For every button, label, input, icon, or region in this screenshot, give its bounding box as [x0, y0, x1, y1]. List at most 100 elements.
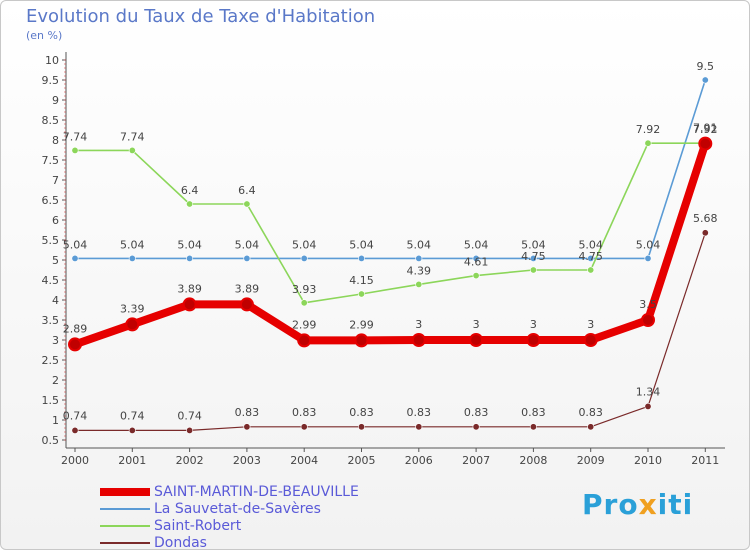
data-point [68, 337, 82, 352]
y-tick-label: 3 [52, 334, 59, 347]
data-label: 5.04 [349, 238, 374, 251]
data-label: 0.83 [578, 406, 603, 419]
data-label: 0.83 [235, 406, 260, 419]
data-point [644, 139, 652, 147]
chart-title: Evolution du Taux de Taxe d'Habitation [26, 6, 376, 27]
data-point [186, 200, 194, 208]
data-point [125, 317, 140, 332]
x-tick-label: 2000 [61, 454, 89, 467]
axes: 0.5 1 1.5 2 2.5 3 3.5 4 4.5 5 5.5 6 6.5 7 7.5 8 8.5 9 9.5 1… [42, 52, 725, 467]
data-point [354, 333, 369, 348]
data-point [128, 254, 136, 262]
data-point [472, 272, 480, 280]
data-label: 3.93 [292, 283, 317, 296]
data-point [357, 254, 365, 262]
data-point [71, 146, 79, 154]
data-point [243, 254, 251, 262]
legend-label: Dondas [154, 535, 207, 551]
data-point [300, 254, 308, 262]
data-label: 0.83 [521, 406, 546, 419]
data-point [701, 229, 709, 237]
data-point [469, 333, 484, 347]
x-tick-label: 2006 [405, 454, 433, 467]
data-point [641, 313, 655, 327]
data-label: 5.04 [578, 238, 603, 251]
data-point [583, 333, 598, 347]
y-tick-label: 4 [52, 294, 59, 307]
data-label: 3 [530, 318, 537, 331]
data-label: 0.83 [349, 406, 374, 419]
data-labels: 0.74 0.74 0.74 0.83 0.83 0.83 0.83 0.83 0.83 0.83… [63, 60, 718, 422]
data-label: 0.74 [120, 409, 145, 422]
data-label: 7.74 [120, 130, 145, 143]
y-tick-label: 5 [52, 254, 59, 267]
data-point [128, 426, 136, 434]
data-point [71, 254, 79, 262]
x-tick-label: 2008 [519, 454, 547, 467]
data-point [698, 136, 713, 151]
data-label: 3.39 [120, 302, 145, 315]
data-label: 6.4 [238, 184, 256, 197]
data-label: 5.04 [636, 238, 661, 251]
data-label: 7.74 [63, 130, 88, 143]
x-tick-label: 2003 [233, 454, 261, 467]
data-label: 4.75 [521, 250, 546, 263]
data-point [71, 426, 79, 434]
data-point [239, 297, 254, 312]
data-label: 5.68 [693, 212, 718, 225]
data-point [529, 423, 537, 431]
y-tick-label: 9 [52, 94, 59, 107]
data-label: 1.34 [636, 385, 661, 398]
x-tick-label: 2005 [348, 454, 376, 467]
data-point [644, 402, 652, 410]
data-point [529, 266, 537, 274]
x-tick-label: 2009 [577, 454, 605, 467]
y-tick-label: 9.5 [42, 74, 60, 87]
data-point [529, 254, 537, 262]
y-tick-label: 1 [52, 414, 59, 427]
y-tick-label: 4.5 [42, 274, 60, 287]
data-point [472, 423, 480, 431]
data-point [182, 297, 197, 312]
data-point [415, 280, 423, 288]
x-tick-label: 2011 [691, 454, 719, 467]
y-tick-label: 10 [45, 54, 59, 67]
y-tick-label: 8 [52, 134, 59, 147]
legend-swatch [100, 508, 150, 510]
brand-suffix: iti [657, 488, 694, 521]
data-point [587, 423, 595, 431]
data-point [300, 299, 308, 307]
legend-swatch [100, 488, 150, 496]
y-tick-label: 1.5 [42, 394, 60, 407]
x-tick-label: 2004 [290, 454, 318, 467]
brand-logo: Proxiti [582, 488, 693, 521]
series-line-dondas [75, 232, 706, 431]
data-label: 5.04 [464, 238, 489, 251]
legend-label: La Sauvetat-de-Savères [154, 501, 321, 517]
data-label: 6.4 [181, 184, 199, 197]
data-label: 5.04 [521, 238, 546, 251]
brand-prefix: Pro [582, 488, 639, 521]
data-point [411, 333, 426, 347]
data-point [128, 146, 136, 154]
data-point [587, 254, 595, 262]
data-point [587, 266, 595, 274]
y-tick-label: 6.5 [42, 194, 60, 207]
data-label: 9.5 [697, 60, 715, 73]
data-label: 2.89 [63, 322, 88, 335]
legend-label: Saint-Robert [154, 518, 242, 534]
data-point [415, 254, 423, 262]
data-label: 2.99 [292, 318, 317, 331]
chart-subtitle: (en %) [26, 29, 63, 42]
data-label: 0.83 [292, 406, 317, 419]
y-tick-label: 6 [52, 214, 59, 227]
x-tick-label: 2001 [118, 454, 146, 467]
data-label: 0.74 [177, 409, 202, 422]
data-point [297, 333, 312, 348]
y-tick-label: 7 [52, 174, 59, 187]
y-tick-label: 3.5 [42, 314, 60, 327]
series-line-saint-robert [75, 142, 706, 304]
data-point [526, 333, 541, 347]
data-point [300, 423, 308, 431]
